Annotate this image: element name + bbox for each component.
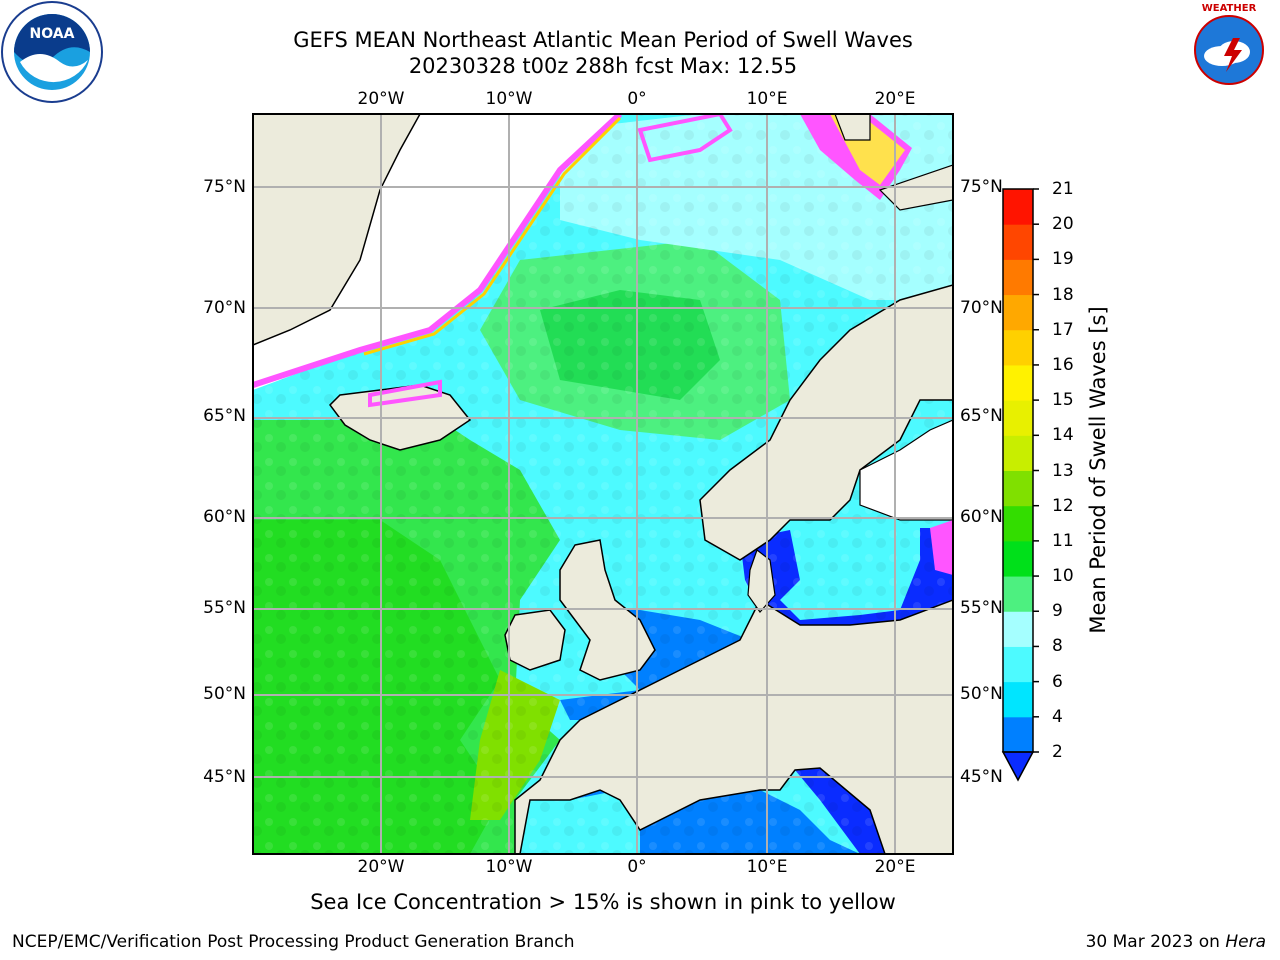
- lon-tick-bottom-10e: 10°E: [746, 857, 788, 877]
- noaa-logo: NOAA: [1, 1, 103, 103]
- colorbar-segment: [1003, 224, 1033, 260]
- gulf-of-bothnia-ice: [859, 419, 953, 521]
- greenland-land: [253, 114, 421, 346]
- lon-tick-bottom-10w: 10°W: [485, 857, 533, 877]
- colorbar-tick-label: 13: [1052, 460, 1074, 481]
- colorbar-tick-label: 6: [1052, 671, 1063, 692]
- colorbar-segment: [1003, 400, 1033, 436]
- lat-tick-right-55n: 55°N: [960, 598, 1003, 618]
- colorbar-segment: [1003, 259, 1033, 296]
- colorbar-tick-label: 14: [1052, 425, 1074, 446]
- colorbar-tick-label: 19: [1052, 249, 1074, 270]
- colorbar-tick-label: 15: [1052, 390, 1074, 411]
- colorbar-tick-label: 17: [1052, 319, 1074, 340]
- colorbar-segment: [1003, 576, 1033, 612]
- svg-text:NOAA: NOAA: [30, 26, 75, 42]
- graticule: [253, 114, 953, 854]
- nws-logo: WEATHER: [1181, 2, 1277, 98]
- footer-credit: NCEP/EMC/Verification Post Processing Pr…: [12, 932, 575, 952]
- lat-tick-65n: 65°N: [203, 406, 246, 426]
- colorbar-segment: [1003, 505, 1033, 542]
- sea-ice-note: Sea Ice Concentration > 15% is shown in …: [310, 890, 896, 914]
- lat-tick-55n: 55°N: [203, 598, 246, 618]
- colorbar-tick-label: 16: [1052, 354, 1074, 375]
- footer-host: Hera: [1225, 932, 1266, 952]
- colorbar-tick-label: 20: [1052, 214, 1074, 235]
- lat-tick-right-50n: 50°N: [960, 684, 1003, 704]
- footer-date: 30 Mar 2023 on Hera: [1086, 932, 1266, 952]
- colorbar-tick-label: 10: [1052, 566, 1074, 587]
- lon-tick-10w: 10°W: [485, 89, 533, 109]
- lon-tick-bottom-20w: 20°W: [357, 857, 405, 877]
- colorbar-label: Mean Period of Swell Waves [s]: [1086, 306, 1110, 634]
- colorbar-segment: [1003, 329, 1033, 366]
- colorbar-segment: [1003, 364, 1033, 401]
- scandinavia: [699, 284, 953, 561]
- colorbar-segment: [1003, 435, 1033, 471]
- colorbar-tick-label: 4: [1052, 706, 1063, 727]
- lat-tick-75n: 75°N: [203, 177, 246, 197]
- lat-tick-right-60n: 60°N: [960, 507, 1003, 527]
- colorbar-tick-label: 12: [1052, 495, 1074, 516]
- colorbar-segment: [1003, 611, 1033, 647]
- chart-subtitle: 20230328 t00z 288h fcst Max: 12.55: [408, 54, 798, 78]
- lat-tick-45n: 45°N: [203, 767, 246, 787]
- ireland: [504, 609, 566, 671]
- lat-tick-70n: 70°N: [203, 298, 246, 318]
- continental-europe: [514, 598, 953, 854]
- lat-tick-60n: 60°N: [203, 507, 246, 527]
- footer-date-text: 30 Mar 2023 on: [1085, 932, 1220, 952]
- colorbar-segment: [1003, 540, 1033, 577]
- colorbar-segment: [1003, 189, 1033, 225]
- lon-tick-bottom-0: 0°: [627, 857, 647, 877]
- colorbar-tick-label: 21: [1052, 179, 1074, 199]
- chart-title: GEFS MEAN Northeast Atlantic Mean Period…: [293, 28, 913, 52]
- lat-tick-right-70n: 70°N: [960, 298, 1003, 318]
- denmark: [747, 549, 776, 613]
- colorbar-tick-label: 9: [1052, 601, 1063, 622]
- lon-tick-0: 0°: [627, 89, 647, 109]
- colorbar: [1001, 188, 1039, 782]
- lat-tick-50n: 50°N: [203, 684, 246, 704]
- colorbar-segment: [1003, 294, 1033, 331]
- colorbar-tick-label: 18: [1052, 284, 1074, 305]
- svalbard-land: [834, 114, 871, 141]
- sea-ice-edge-greenland: [253, 114, 623, 388]
- colorbar-extend-arrow: [1001, 751, 1035, 782]
- svg-text:WEATHER: WEATHER: [1202, 3, 1257, 14]
- lat-tick-right-45n: 45°N: [960, 767, 1003, 787]
- colorbar-tick-label: 8: [1052, 636, 1063, 657]
- lat-tick-right-65n: 65°N: [960, 406, 1003, 426]
- sea-ice-edge-greenland-yellow: [363, 116, 622, 356]
- colorbar-tick-label: 2: [1052, 742, 1063, 762]
- lon-tick-20e: 20°E: [874, 89, 916, 109]
- colorbar-tick-label: 11: [1052, 530, 1074, 551]
- lat-tick-right-75n: 75°N: [960, 177, 1003, 197]
- colorbar-segment: [1003, 470, 1033, 507]
- map-frame: [252, 113, 954, 855]
- colorbar-segment: [1003, 681, 1033, 718]
- lon-tick-20w: 20°W: [357, 89, 405, 109]
- lon-tick-bottom-20e: 20°E: [874, 857, 916, 877]
- lon-tick-10e: 10°E: [746, 89, 788, 109]
- colorbar-segment: [1003, 646, 1033, 683]
- colorbar-segment: [1003, 716, 1033, 753]
- sea-ice-finland: [930, 520, 953, 575]
